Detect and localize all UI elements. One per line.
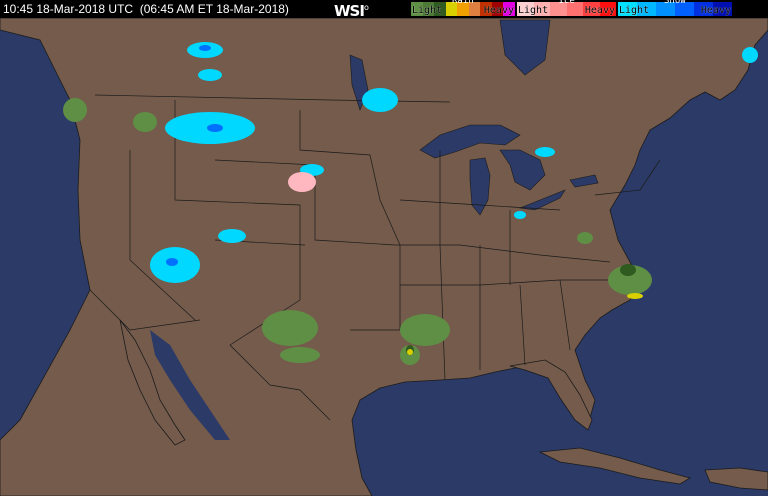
snow-legend-swatch xyxy=(618,2,637,16)
rain-echoes xyxy=(63,98,652,365)
rain-legend-swatch xyxy=(445,2,458,16)
snow-legend-swatch xyxy=(656,2,675,16)
ice-legend-swatch xyxy=(550,2,567,16)
rain-legend-title: Rain xyxy=(452,0,474,6)
header-bar: 10:45 18-Mar-2018 UTC (06:45 AM ET 18-Ma… xyxy=(0,0,768,20)
land-baja xyxy=(119,319,186,446)
lake-michigan xyxy=(469,157,491,216)
ice-legend-swatch xyxy=(583,2,600,16)
rain-legend-swatch xyxy=(468,2,481,16)
rain-legend-swatch xyxy=(411,2,423,16)
ice-echo xyxy=(288,172,316,192)
rain-legend-swatch xyxy=(503,2,515,16)
wsi-logo: WSIo xyxy=(334,2,369,20)
ice-legend-swatch xyxy=(566,2,583,16)
map-canvas xyxy=(0,18,768,496)
snow-legend-swatch xyxy=(675,2,694,16)
lake-erie xyxy=(518,189,566,211)
land-florida xyxy=(509,359,593,431)
lake-superior xyxy=(419,124,521,159)
time-local: (06:45 AM ET 18-Mar-2018) xyxy=(139,2,289,16)
snow-legend-heavy: Heavy xyxy=(700,5,731,16)
snow-legend-swatch xyxy=(637,2,656,16)
lake-ontario xyxy=(569,174,599,188)
ice-legend-swatch xyxy=(599,2,616,16)
timestamp: 10:45 18-Mar-2018 UTC (06:45 AM ET 18-Ma… xyxy=(3,0,328,18)
snow-legend-title: Snow xyxy=(664,0,686,6)
ice-legend-title: Ice xyxy=(558,0,575,6)
snow-legend-swatch xyxy=(713,2,732,16)
heavy-snow-echoes xyxy=(166,45,223,266)
rain-legend-swatch xyxy=(491,2,504,16)
legend-snow: Light Heavy Snow xyxy=(618,0,732,16)
rain-legend-swatch xyxy=(422,2,435,16)
ice-legend-swatch xyxy=(533,2,550,16)
logo-text: WSI xyxy=(334,2,365,20)
hudson-bay-edge xyxy=(499,19,551,76)
radar-echoes xyxy=(63,42,758,365)
snow-legend-swatch xyxy=(694,2,713,16)
heavy-rain-echoes xyxy=(407,293,643,355)
snow-legend-light: Light xyxy=(619,5,650,16)
lake-huron xyxy=(499,149,546,191)
land-cuba xyxy=(538,447,692,485)
rain-legend-heavy: Heavy xyxy=(483,5,514,16)
land-hispaniola xyxy=(704,467,768,491)
ice-legend-light: Light xyxy=(518,5,549,16)
legend-ice: Light Heavy Ice xyxy=(517,0,616,16)
great-lakes xyxy=(349,19,599,216)
rain-legend-swatch xyxy=(480,2,492,16)
ice-legend-swatch xyxy=(517,2,534,16)
ice-legend-heavy: Heavy xyxy=(584,5,615,16)
rain-legend-light: Light xyxy=(412,5,443,16)
rain-legend-swatch xyxy=(457,2,469,16)
gulf-of-california xyxy=(150,330,230,440)
time-utc: 10:45 18-Mar-2018 UTC xyxy=(3,2,134,16)
legend-rain: Light Heavy Rain xyxy=(411,0,515,16)
rain-legend-swatch xyxy=(434,2,446,16)
